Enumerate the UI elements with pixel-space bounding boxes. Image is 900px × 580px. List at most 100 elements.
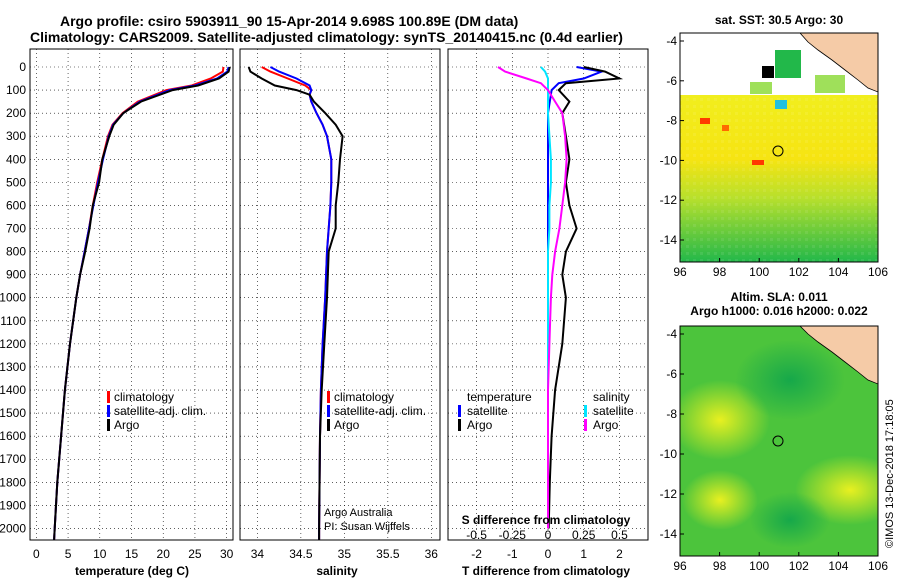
depth-tick-label: 900 <box>6 268 26 282</box>
depth-tick-label: 700 <box>6 222 26 236</box>
legend-swatch-satellite <box>107 405 110 417</box>
salinity-tick-label: 36 <box>425 547 439 561</box>
depth-tick-label: 2000 <box>0 521 26 535</box>
legend-swatch-argo <box>327 419 330 431</box>
legend-label-argo: Argo <box>334 418 360 432</box>
legend-header-temperature: temperature <box>467 390 532 404</box>
map-lat-tick-label: -10 <box>660 153 678 167</box>
sla-land-sumatra-java <box>799 326 878 385</box>
series-line-temperature-argo <box>547 66 624 529</box>
map-lat-tick-label: -8 <box>666 114 677 128</box>
map-lon-tick-label: 106 <box>868 559 888 573</box>
map-lon-tick-label: 96 <box>673 265 687 279</box>
series-line-salinity-satellite <box>540 66 552 529</box>
argo-position-marker <box>772 145 784 157</box>
salinity-tick-label: 34 <box>251 547 265 561</box>
sst-map-axes: 96 98 100 102 104 106 -4 -6 -8 -10 -12 -14 <box>660 34 889 279</box>
map-lon-tick-label: 106 <box>868 265 888 279</box>
credit-line2: PI: Susan Wijffels <box>324 521 410 533</box>
map-lon-tick-label: 102 <box>789 265 809 279</box>
sst-warm-patch <box>722 125 729 131</box>
depth-tick-label: 1100 <box>0 314 26 328</box>
imos-watermark: ©IMOS 13-Dec-2018 17:18:05 <box>884 399 896 548</box>
map-lon-tick-label: 100 <box>749 559 769 573</box>
temperature-tick-label: 25 <box>188 547 202 561</box>
x-tick-layer: 0 5 10 15 20 25 30 34 34.5 35 35.5 36 -2 -1 0 1 2 -0.5 -0.… <box>33 528 628 561</box>
s-difference-tick-label: -0.25 <box>499 528 527 542</box>
depth-tick-label: 1900 <box>0 498 26 512</box>
map-lat-tick-label: -12 <box>660 487 678 501</box>
temperature-tick-label: 5 <box>65 547 72 561</box>
legend-swatch-s-argo <box>584 419 587 431</box>
legend-label-s-satellite: satellite <box>593 404 634 418</box>
argo-position-marker <box>772 435 784 447</box>
map-lat-tick-label: -10 <box>660 447 678 461</box>
depth-tick-label: 1800 <box>0 475 26 489</box>
map-lon-tick-label: 98 <box>713 265 727 279</box>
salinity-axis-label: salinity <box>316 564 358 578</box>
legend-swatch-climatology <box>327 391 330 403</box>
temperature-tick-label: 10 <box>93 547 107 561</box>
difference-legend-temperature: temperature satellite Argo <box>458 390 532 432</box>
series-line-satellite-adj-clim- <box>269 66 333 540</box>
t-difference-tick-label: -1 <box>507 547 518 561</box>
s-difference-tick-label: -0.5 <box>466 528 487 542</box>
legend-swatch-climatology <box>107 391 110 403</box>
legend-label-climatology: climatology <box>114 390 174 404</box>
temperature-legend: climatology satellite-adj. clim. Argo <box>107 390 206 432</box>
sst-cloud-patch <box>815 75 845 93</box>
map-lat-tick-label: -4 <box>666 327 677 341</box>
sla-map: Altim. SLA: 0.011 Argo h1000: 0.016 h200… <box>660 290 889 573</box>
depth-tick-label: 0 <box>19 60 26 74</box>
legend-header-salinity: salinity <box>593 390 630 404</box>
depth-tick-label: 1600 <box>0 429 26 443</box>
sla-low-blob <box>735 340 845 420</box>
legend-label-satellite: satellite-adj. clim. <box>114 404 206 418</box>
t-difference-tick-label: -2 <box>471 547 482 561</box>
temperature-panel-frame <box>29 48 234 541</box>
difference-legend-salinity: salinity satellite Argo <box>584 390 634 432</box>
salinity-legend: climatology satellite-adj. clim. Argo Ar… <box>324 390 426 533</box>
sla-map-title: Altim. SLA: 0.011 <box>730 290 828 304</box>
depth-tick-label: 500 <box>6 175 26 189</box>
legend-swatch-satellite <box>327 405 330 417</box>
depth-tick-label: 1300 <box>0 360 26 374</box>
map-lon-tick-label: 98 <box>713 559 727 573</box>
map-lat-tick-label: -8 <box>666 407 677 421</box>
legend-swatch-s-satellite <box>584 405 587 417</box>
sla-map-frame <box>679 325 879 557</box>
depth-tick-label: 100 <box>6 83 26 97</box>
depth-tick-label: 1500 <box>0 406 26 420</box>
map-lat-tick-label: -4 <box>666 34 677 48</box>
salinity-tick-label: 35 <box>338 547 352 561</box>
map-lat-tick-label: -14 <box>660 233 678 247</box>
credit-line1: Argo Australia <box>324 507 393 519</box>
sst-cloud-patch <box>750 82 772 94</box>
t-difference-tick-label: 2 <box>616 547 623 561</box>
legend-label-satellite: satellite-adj. clim. <box>334 404 426 418</box>
figure-title-line1: Argo profile: csiro 5903911_90 15-Apr-20… <box>60 13 518 29</box>
depth-tick-label: 800 <box>6 245 26 259</box>
map-lat-tick-label: -6 <box>666 367 677 381</box>
sla-map-subtitle: Argo h1000: 0.016 h2000: 0.022 <box>690 304 868 318</box>
t-difference-tick-label: 0 <box>545 547 552 561</box>
sst-warm-patch <box>752 160 764 165</box>
series-line-argo <box>247 66 344 540</box>
grid-layer <box>30 49 648 540</box>
temperature-tick-label: 20 <box>157 547 171 561</box>
s-difference-tick-label: 0.25 <box>572 528 596 542</box>
sst-cold-patch <box>775 100 787 109</box>
sst-dark-patch <box>762 66 774 78</box>
legend-label-t-satellite: satellite <box>467 404 508 418</box>
legend-swatch-argo <box>107 419 110 431</box>
salinity-panel-frame <box>239 48 441 541</box>
salinity-tick-label: 34.5 <box>289 547 313 561</box>
sst-warm-patch <box>700 118 710 124</box>
map-lon-tick-label: 100 <box>749 265 769 279</box>
map-lat-tick-label: -6 <box>666 74 677 88</box>
sla-map-axes: 96 98 100 102 104 106 -4 -6 -8 -10 -12 -14 <box>660 327 889 573</box>
legend-label-argo: Argo <box>114 418 140 432</box>
s-difference-tick-label: 0 <box>545 528 552 542</box>
legend-label-climatology: climatology <box>334 390 394 404</box>
